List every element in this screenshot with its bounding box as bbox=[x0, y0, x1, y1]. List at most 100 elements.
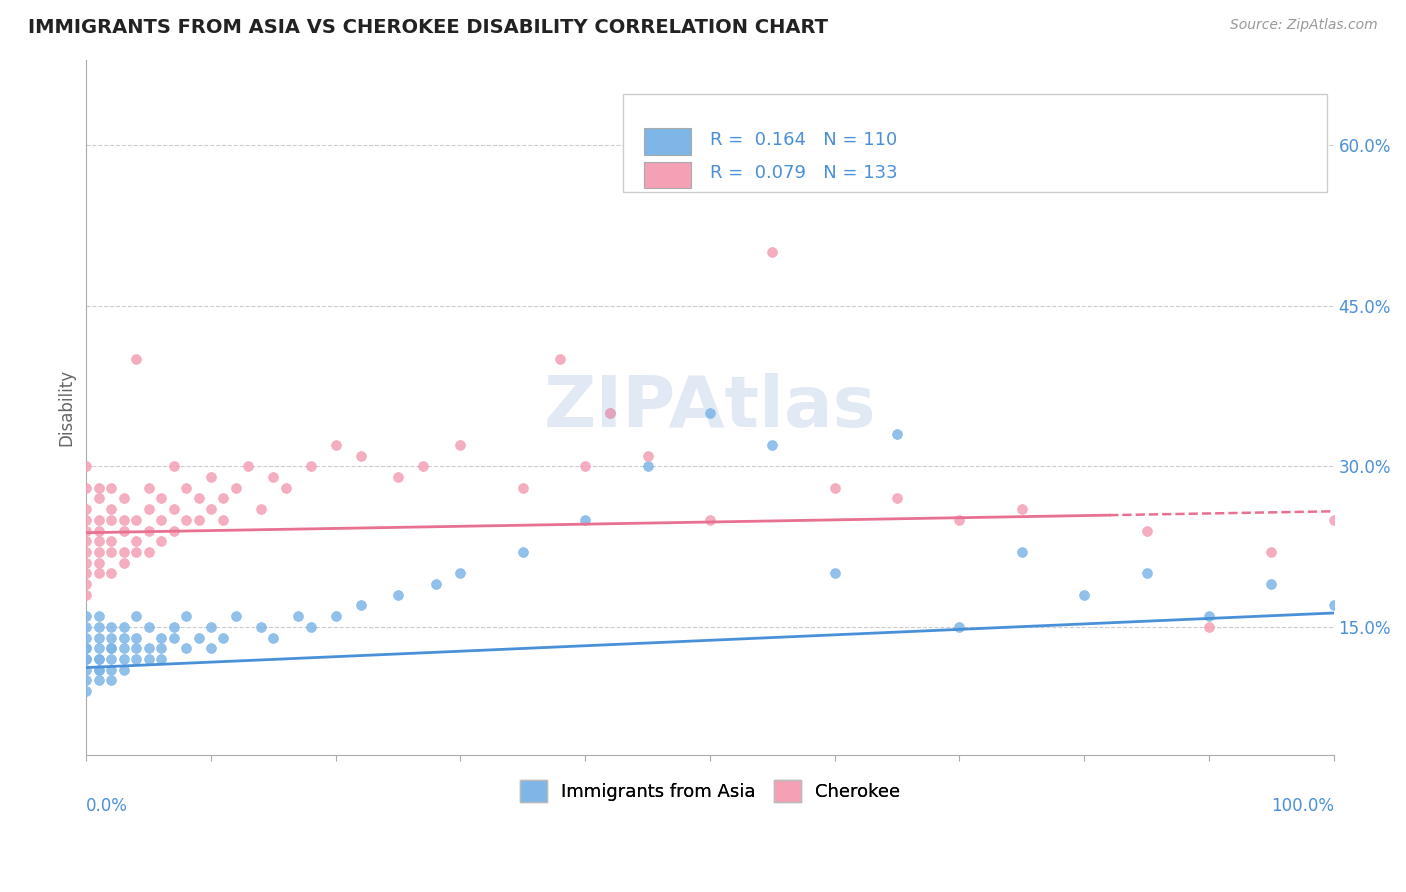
Point bbox=[225, 609, 247, 624]
Point bbox=[112, 641, 135, 656]
Point bbox=[1323, 513, 1346, 527]
Point bbox=[87, 481, 110, 495]
Point bbox=[637, 459, 659, 474]
Point bbox=[187, 513, 209, 527]
Point bbox=[162, 502, 184, 516]
Point bbox=[100, 481, 122, 495]
Point bbox=[824, 481, 846, 495]
Point bbox=[100, 545, 122, 559]
Point bbox=[187, 491, 209, 506]
Point bbox=[1323, 599, 1346, 613]
Point bbox=[100, 534, 122, 549]
Point bbox=[75, 545, 97, 559]
Text: Source: ZipAtlas.com: Source: ZipAtlas.com bbox=[1230, 18, 1378, 32]
Point bbox=[75, 684, 97, 698]
Text: 100.0%: 100.0% bbox=[1271, 797, 1334, 815]
Point bbox=[125, 652, 148, 666]
Point bbox=[350, 449, 373, 463]
Point bbox=[325, 438, 347, 452]
Point bbox=[125, 641, 148, 656]
Point bbox=[512, 481, 534, 495]
Point bbox=[699, 513, 721, 527]
Point bbox=[886, 491, 908, 506]
Point bbox=[100, 641, 122, 656]
Point bbox=[1260, 577, 1282, 591]
Point bbox=[1073, 117, 1095, 131]
Point bbox=[162, 524, 184, 538]
Point bbox=[112, 513, 135, 527]
Point bbox=[87, 620, 110, 634]
Point bbox=[174, 641, 197, 656]
Point bbox=[87, 609, 110, 624]
Point bbox=[200, 470, 222, 484]
Point bbox=[637, 449, 659, 463]
Point bbox=[761, 245, 783, 260]
Point bbox=[138, 481, 160, 495]
Point bbox=[75, 577, 97, 591]
Point bbox=[599, 406, 621, 420]
Point bbox=[250, 620, 273, 634]
Point bbox=[150, 631, 173, 645]
Text: ZIPAtlas: ZIPAtlas bbox=[544, 373, 876, 442]
Point bbox=[125, 352, 148, 367]
Point bbox=[75, 673, 97, 688]
Point bbox=[150, 513, 173, 527]
Point bbox=[225, 481, 247, 495]
Point bbox=[87, 641, 110, 656]
Point bbox=[100, 641, 122, 656]
Point bbox=[174, 609, 197, 624]
Point bbox=[112, 620, 135, 634]
Legend: Immigrants from Asia, Cherokee: Immigrants from Asia, Cherokee bbox=[512, 772, 907, 809]
Point bbox=[87, 631, 110, 645]
Point bbox=[138, 524, 160, 538]
Point bbox=[75, 534, 97, 549]
Point bbox=[450, 438, 472, 452]
Point bbox=[150, 641, 173, 656]
Point bbox=[87, 652, 110, 666]
Point bbox=[112, 652, 135, 666]
Point bbox=[100, 663, 122, 677]
Point bbox=[75, 566, 97, 581]
Y-axis label: Disability: Disability bbox=[58, 369, 75, 446]
Point bbox=[75, 588, 97, 602]
Point bbox=[138, 652, 160, 666]
Point bbox=[75, 481, 97, 495]
Point bbox=[1198, 609, 1220, 624]
Point bbox=[162, 631, 184, 645]
Point bbox=[125, 545, 148, 559]
Point bbox=[150, 652, 173, 666]
Point bbox=[174, 513, 197, 527]
Point bbox=[250, 502, 273, 516]
Point bbox=[87, 491, 110, 506]
Point bbox=[112, 556, 135, 570]
Point bbox=[150, 491, 173, 506]
Point bbox=[325, 609, 347, 624]
Point bbox=[350, 599, 373, 613]
Point bbox=[138, 641, 160, 656]
Point bbox=[87, 534, 110, 549]
Bar bbox=[644, 128, 692, 154]
Point bbox=[387, 588, 409, 602]
Point bbox=[512, 545, 534, 559]
Point bbox=[100, 566, 122, 581]
Point bbox=[138, 545, 160, 559]
Bar bbox=[644, 161, 692, 188]
Point bbox=[548, 352, 571, 367]
Point bbox=[1198, 620, 1220, 634]
Point bbox=[87, 524, 110, 538]
Text: R =  0.079   N = 133: R = 0.079 N = 133 bbox=[710, 164, 897, 183]
Point bbox=[262, 470, 284, 484]
Point bbox=[125, 534, 148, 549]
Point bbox=[138, 620, 160, 634]
Point bbox=[87, 545, 110, 559]
Point bbox=[200, 620, 222, 634]
Point bbox=[112, 663, 135, 677]
Point bbox=[287, 609, 309, 624]
Point bbox=[112, 524, 135, 538]
Point bbox=[75, 513, 97, 527]
Point bbox=[948, 620, 970, 634]
Point bbox=[1260, 545, 1282, 559]
Point bbox=[200, 641, 222, 656]
Point bbox=[212, 491, 235, 506]
Point bbox=[699, 406, 721, 420]
